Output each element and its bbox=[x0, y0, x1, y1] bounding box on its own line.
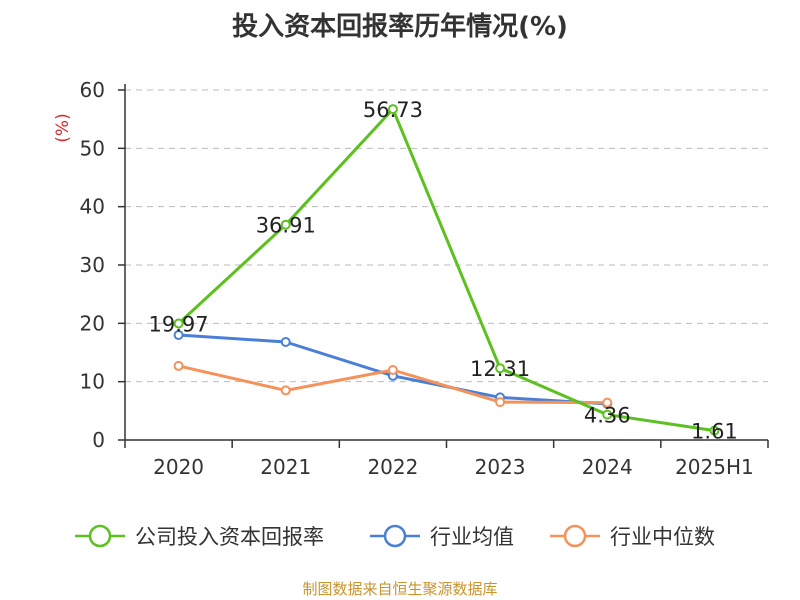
data-label: 19.97 bbox=[149, 313, 209, 337]
data-point bbox=[602, 409, 613, 420]
legend-swatch-marker bbox=[563, 524, 587, 548]
data-labels: 19.97 36.91 56.73 12.31 4.36 1.61 bbox=[149, 98, 738, 444]
legend-swatch-marker bbox=[383, 524, 407, 548]
data-label: 4.36 bbox=[584, 404, 631, 428]
source-note: 制图数据来自恒生聚源数据库 bbox=[302, 580, 498, 598]
x-tick-label: 2025H1 bbox=[675, 455, 754, 479]
series-line bbox=[177, 107, 715, 433]
data-point bbox=[602, 397, 613, 408]
legend-label: 行业均值 bbox=[430, 525, 514, 549]
y-tick-label: 20 bbox=[80, 311, 105, 335]
legend-swatch-marker bbox=[88, 524, 112, 548]
x-tick-label: 2021 bbox=[260, 455, 311, 479]
x-tick-label: 2024 bbox=[582, 455, 633, 479]
data-point bbox=[173, 360, 184, 371]
data-point bbox=[280, 385, 291, 396]
chart-title: 投入资本回报率历年情况(%) bbox=[232, 12, 568, 42]
y-axis-unit-label: (%) bbox=[53, 113, 73, 142]
grid-lines bbox=[125, 89, 768, 383]
data-point bbox=[387, 104, 398, 115]
data-point bbox=[173, 318, 184, 329]
y-tick-label: 0 bbox=[92, 428, 105, 452]
data-point bbox=[495, 397, 506, 408]
y-tick-label: 50 bbox=[80, 136, 105, 160]
data-label: 56.73 bbox=[363, 98, 423, 122]
data-label: 36.91 bbox=[256, 214, 316, 238]
y-tick-label: 30 bbox=[80, 253, 105, 277]
y-tick-label: 40 bbox=[80, 195, 105, 219]
y-tick-label: 10 bbox=[80, 370, 105, 394]
legend-label: 公司投入资本回报率 bbox=[135, 525, 324, 549]
data-point bbox=[387, 365, 398, 375]
legend-label: 行业中位数 bbox=[610, 525, 715, 549]
data-point bbox=[709, 425, 720, 436]
data-point bbox=[280, 337, 291, 347]
data-point bbox=[173, 330, 184, 340]
x-tick-label: 2020 bbox=[153, 455, 204, 479]
data-label: 1.61 bbox=[691, 420, 738, 444]
data-point bbox=[280, 219, 291, 230]
data-label: 12.31 bbox=[470, 357, 530, 381]
legend: 公司投入资本回报率 行业均值 行业中位数 bbox=[75, 524, 715, 549]
y-tick-label: 60 bbox=[80, 78, 105, 102]
series-lines bbox=[173, 104, 720, 436]
x-tick-label: 2023 bbox=[475, 455, 526, 479]
data-point bbox=[495, 363, 506, 374]
axes: 0 10 20 30 40 50 60 2020 2021 2022 2023 2024 2025H1 bbox=[80, 78, 769, 479]
x-tick-label: 2022 bbox=[367, 455, 418, 479]
